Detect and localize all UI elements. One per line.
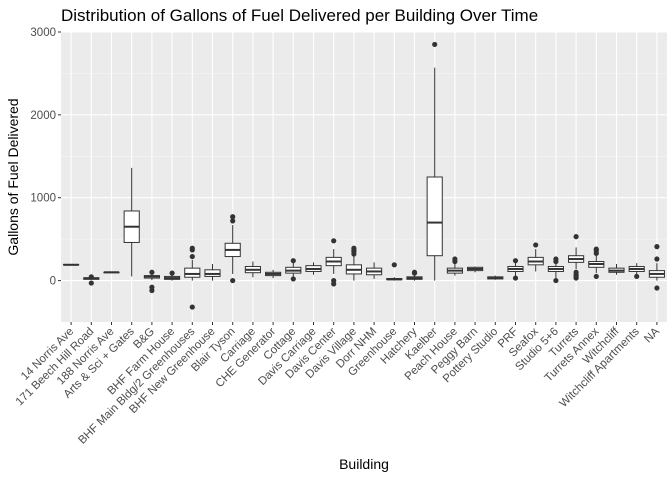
outlier-point xyxy=(149,284,155,290)
outlier-point xyxy=(654,244,660,250)
outlier-point xyxy=(553,256,559,262)
box-layer xyxy=(63,41,665,310)
outlier-point xyxy=(391,262,397,268)
box-6 xyxy=(164,270,181,281)
outlier-point xyxy=(634,273,640,280)
y-tick-label: 3000 xyxy=(30,27,56,39)
outlier-point xyxy=(593,273,599,280)
box-24 xyxy=(527,242,544,272)
outlier-point xyxy=(654,285,660,291)
y-axis: 0 1000 2000 3000 xyxy=(30,27,61,288)
box-3 xyxy=(103,271,120,274)
box-17 xyxy=(386,262,403,281)
box-4 xyxy=(123,167,140,277)
box-10 xyxy=(244,261,261,278)
outlier-point xyxy=(331,238,337,244)
outlier-point xyxy=(331,277,337,284)
box-16 xyxy=(366,262,383,279)
outlier-point xyxy=(573,269,579,275)
outlier-point xyxy=(351,245,357,251)
outlier-point xyxy=(654,256,660,262)
box-13 xyxy=(305,262,322,275)
box-22 xyxy=(487,275,504,280)
plot-panel xyxy=(61,32,667,322)
outlier-point xyxy=(230,277,236,284)
box-18 xyxy=(406,269,423,281)
box-27 xyxy=(588,246,605,280)
outlier-point xyxy=(290,276,296,282)
box-12 xyxy=(285,258,302,282)
box-25 xyxy=(547,256,564,284)
outlier-point xyxy=(512,258,519,264)
box-26 xyxy=(568,234,585,281)
y-axis-title: Gallons of Fuel Delivered xyxy=(5,98,21,255)
outlier-point xyxy=(230,214,236,220)
box-29 xyxy=(628,263,645,280)
box-15 xyxy=(345,245,362,281)
box-23 xyxy=(507,258,524,281)
box-28 xyxy=(608,264,625,275)
box-19 xyxy=(426,41,443,281)
box-iqr xyxy=(184,267,201,278)
chart-title: Distribution of Gallons of Fuel Delivere… xyxy=(61,6,538,25)
outlier-point xyxy=(290,258,296,264)
box-20 xyxy=(446,256,463,276)
outlier-point xyxy=(189,304,195,310)
box-21 xyxy=(467,266,484,273)
x-axis-title: Building xyxy=(339,456,389,472)
y-tick-label: 1000 xyxy=(30,193,56,205)
box-7 xyxy=(184,245,201,310)
outlier-point xyxy=(230,218,236,224)
y-tick-label: 2000 xyxy=(30,110,56,122)
y-tick-label: 0 xyxy=(50,276,56,288)
outlier-point xyxy=(593,246,599,252)
outlier-point xyxy=(169,270,175,276)
outlier-point xyxy=(432,41,438,48)
x-tick-label: NA xyxy=(642,325,662,345)
outlier-point xyxy=(452,256,458,262)
outlier-point xyxy=(411,269,418,275)
outlier-point xyxy=(189,245,195,251)
box-2 xyxy=(83,274,100,286)
outlier-point xyxy=(553,277,559,284)
box-9 xyxy=(224,214,241,284)
outlier-point xyxy=(149,269,155,275)
outlier-point xyxy=(533,242,539,248)
box-14 xyxy=(325,238,342,287)
box-iqr xyxy=(426,176,443,257)
outlier-point xyxy=(189,253,195,260)
outlier-point xyxy=(88,280,94,286)
box-8 xyxy=(204,264,221,281)
box-5 xyxy=(143,269,160,294)
outlier-point xyxy=(88,274,94,280)
outlier-point xyxy=(573,234,579,240)
box-11 xyxy=(265,269,282,279)
box-30 xyxy=(648,244,665,291)
outlier-point xyxy=(512,275,519,281)
box-1 xyxy=(63,263,80,266)
